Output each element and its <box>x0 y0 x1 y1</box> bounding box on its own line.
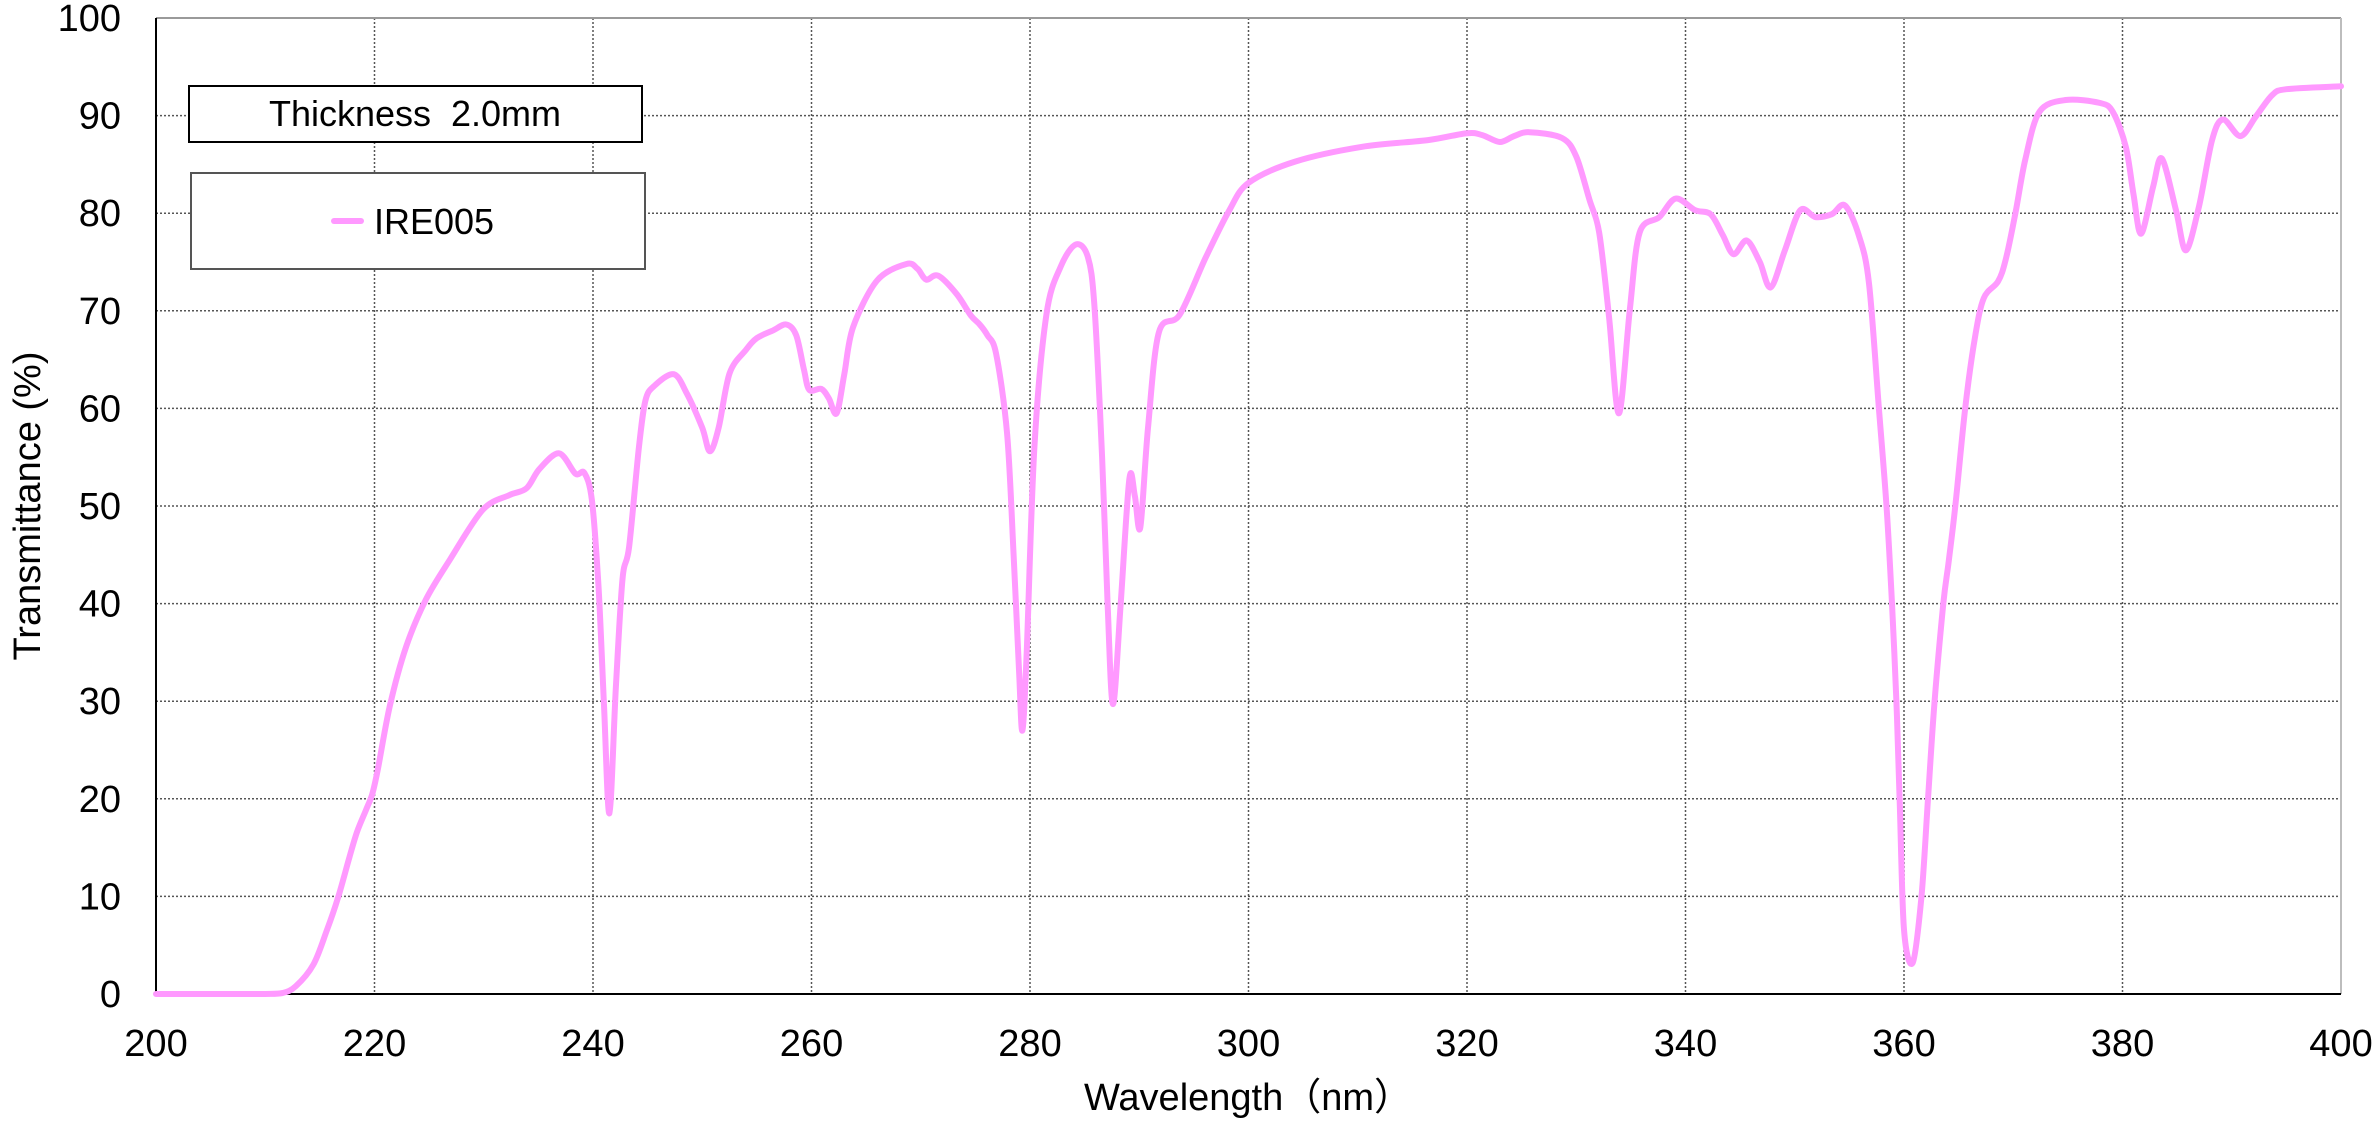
x-axis-tick-labels: 200 220 240 260 280 300 320 340 360 380 400 <box>124 1023 2372 1065</box>
y-tick-label: 50 <box>79 486 121 528</box>
annotation-box: Thickness 2.0mm <box>188 85 643 143</box>
x-tick-label: 280 <box>998 1023 1061 1065</box>
annotation-frame <box>188 85 643 143</box>
y-tick-label: 90 <box>79 96 121 138</box>
y-tick-label: 60 <box>79 388 121 430</box>
legend-label-ire005: IRE005 <box>374 201 494 242</box>
x-tick-label: 340 <box>1654 1023 1717 1065</box>
y-tick-label: 100 <box>58 0 121 40</box>
y-axis-tick-labels: 0 10 20 30 40 50 60 70 80 90 100 <box>58 0 121 1016</box>
y-tick-label: 40 <box>79 584 121 626</box>
x-tick-label: 300 <box>1217 1023 1280 1065</box>
plot-area <box>153 17 2344 998</box>
x-tick-label: 220 <box>343 1023 406 1065</box>
legend: IRE005 <box>190 172 646 270</box>
y-tick-label: 0 <box>100 974 121 1016</box>
thickness-label: Thickness 2.0mm <box>269 93 561 134</box>
y-axis-title: Transmittance (%) <box>7 352 49 661</box>
x-tick-label: 200 <box>124 1023 187 1065</box>
x-tick-label: 380 <box>2091 1023 2154 1065</box>
y-tick-label: 20 <box>79 779 121 821</box>
x-axis-title: Wavelength（nm） <box>1084 1077 1412 1119</box>
legend-frame <box>190 172 646 270</box>
x-tick-label: 360 <box>1872 1023 1935 1065</box>
y-tick-label: 10 <box>79 876 121 918</box>
series-line-ire005 <box>153 83 2344 998</box>
y-tick-label: 80 <box>79 193 121 235</box>
axis-lines <box>155 17 2342 995</box>
x-tick-label: 260 <box>780 1023 843 1065</box>
x-tick-label: 320 <box>1435 1023 1498 1065</box>
x-tick-label: 240 <box>561 1023 624 1065</box>
y-tick-label: 30 <box>79 681 121 723</box>
y-tick-label: 70 <box>79 291 121 333</box>
x-tick-label: 400 <box>2309 1023 2372 1065</box>
